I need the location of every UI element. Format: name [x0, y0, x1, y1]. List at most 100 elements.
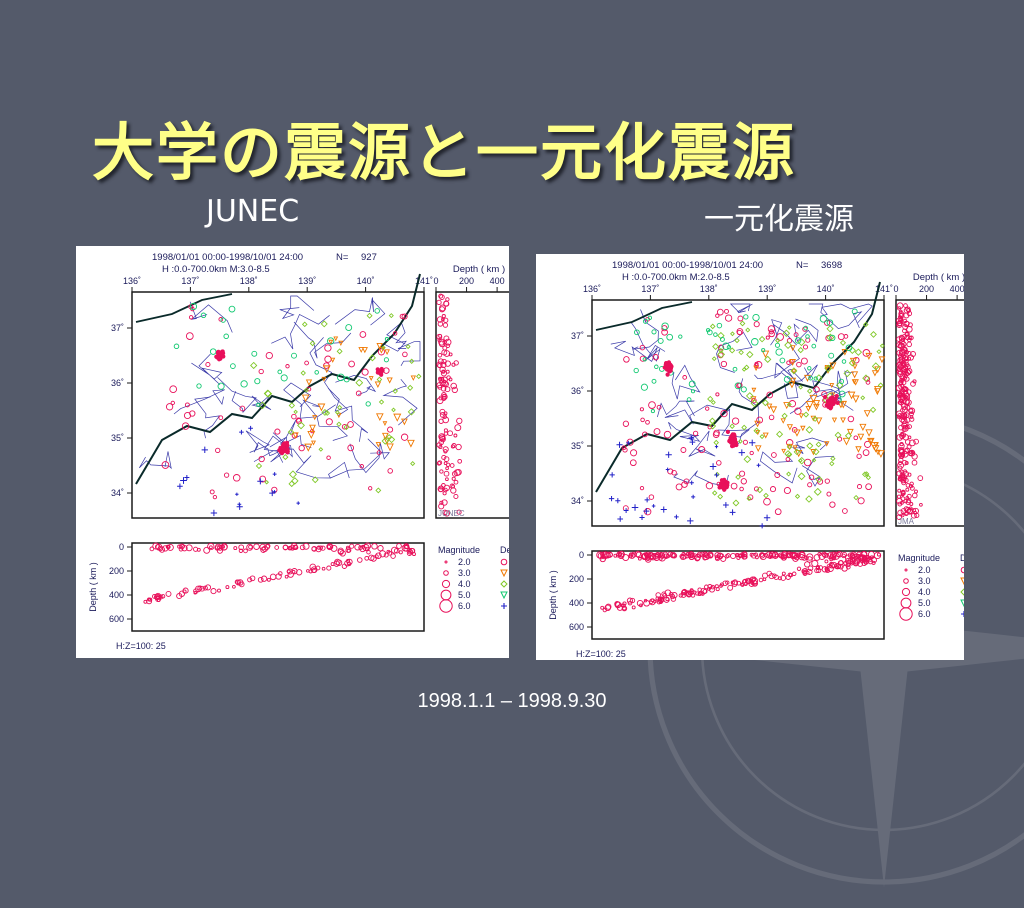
epicenter-mark — [717, 350, 726, 359]
depth-mark — [439, 500, 444, 505]
prefecture-boundary — [759, 451, 798, 484]
cross-mark — [714, 552, 721, 559]
epicenter-cluster-mark — [379, 370, 384, 375]
cross-mark — [166, 543, 174, 551]
epicenter-mark — [877, 382, 884, 389]
legend-magnitude-symbol — [900, 597, 912, 609]
depth-mark — [457, 458, 463, 464]
depth-mark — [443, 470, 450, 477]
cross-mark — [767, 554, 773, 559]
epicenter-cluster-mark — [285, 447, 290, 452]
cross-mark — [358, 545, 363, 550]
depth-mark — [437, 358, 444, 365]
depth-mark — [900, 496, 906, 502]
epicenter-mark — [705, 406, 710, 411]
depth-mark — [436, 361, 443, 368]
epicenter-mark — [791, 369, 797, 375]
epicenter-mark — [766, 391, 774, 399]
depth-mark — [437, 352, 443, 358]
depth-mark — [900, 474, 908, 481]
epicenter-mark — [754, 445, 762, 452]
epicenter-mark — [713, 429, 720, 437]
epicenter-mark — [405, 344, 411, 350]
cross-mark — [671, 592, 678, 599]
cross-mark — [260, 575, 268, 582]
epicenter-mark — [872, 445, 880, 453]
depth-mark — [898, 442, 905, 450]
epicenter-mark — [361, 347, 368, 354]
epicenter-mark — [853, 435, 859, 441]
epicenter-mark — [251, 350, 258, 357]
epicenter-mark — [392, 388, 399, 394]
depth-cross-section: 0 200 400 600 Depth ( km ) — [88, 542, 425, 632]
cross-mark — [700, 587, 707, 595]
prefecture-boundary — [729, 303, 753, 314]
epicenter-map: 136˚ 137˚ 138˚ 139˚ 140˚ 141˚ 37˚ 36˚ 35˚ 34˚ — [111, 273, 433, 519]
depth-mark — [445, 477, 449, 482]
cross-mark — [247, 577, 253, 583]
epicenter-mark — [746, 350, 754, 359]
epicenter-mark — [640, 383, 648, 391]
legend-magnitude-value: 4.0 — [458, 579, 471, 589]
cross-mark — [149, 546, 155, 552]
epicenter-mark — [715, 392, 720, 397]
depth-mark — [902, 328, 907, 334]
depth-latitude-panel: 0200400600JMA — [893, 284, 964, 527]
cross-mark — [289, 544, 296, 551]
cross-mark — [695, 591, 700, 596]
cross-mark — [391, 546, 398, 554]
cross-mark — [641, 553, 649, 561]
epicenter-mark — [853, 356, 860, 364]
legend-depth-symbol — [500, 569, 508, 578]
epicenter-mark — [671, 469, 677, 476]
lon-tick-label: 141˚ — [415, 276, 433, 286]
epicenter-mark — [861, 471, 868, 478]
epicenter-mark — [217, 382, 225, 390]
cross-mark — [853, 561, 858, 567]
depth-mark — [443, 449, 448, 454]
depth-mark — [919, 502, 923, 507]
legend: MagnitudeDepth (km)2.03.04.05.06.00.030.… — [898, 553, 964, 621]
prefecture-boundary — [270, 419, 297, 463]
depth-mark — [909, 481, 914, 486]
legend-magnitude-value: 3.0 — [918, 576, 931, 586]
depth-mark — [899, 378, 904, 384]
epicenter-mark — [376, 450, 382, 456]
legend-magnitude-title: Magnitude — [898, 553, 940, 563]
epicenter-mark — [407, 384, 414, 391]
epicenter-mark — [857, 433, 865, 441]
cross-depth-tick-label: 600 — [109, 614, 124, 624]
epicenter-mark — [387, 426, 394, 433]
epicenter-mark — [716, 322, 723, 329]
epicenter-mark — [239, 405, 246, 412]
epicenter-mark — [863, 410, 871, 418]
cross-section-frame — [591, 550, 885, 640]
epicenter-mark — [343, 424, 350, 431]
depth-mark — [436, 299, 442, 306]
cross-mark — [216, 547, 223, 554]
epicenter-mark — [819, 315, 828, 323]
epicenter-mark — [387, 468, 393, 474]
depth-mark — [903, 412, 910, 419]
depth-mark — [909, 416, 915, 422]
cross-axis-label: Depth ( km ) — [548, 570, 558, 620]
cross-mark — [383, 552, 389, 558]
depth-mark — [911, 459, 918, 466]
cross-mark — [232, 584, 236, 589]
cross-mark — [622, 554, 630, 562]
epicenter-mark — [368, 486, 373, 491]
epicenter-mark — [824, 478, 830, 484]
epicenter-mark — [743, 455, 752, 464]
prefecture-boundary — [173, 389, 225, 415]
epicenter-mark — [732, 366, 738, 372]
depth-mark — [900, 337, 906, 342]
depth-mark — [898, 460, 903, 466]
epicenter-mark — [209, 489, 215, 495]
epicenter-mark — [184, 474, 190, 481]
depth-mark — [441, 454, 447, 461]
depth-mark — [914, 489, 918, 494]
epicenter-cluster-mark — [727, 439, 732, 444]
legend-depth-title: Depth (km) — [960, 553, 964, 563]
epicenter-mark — [874, 385, 882, 394]
epicenter-mark — [783, 376, 791, 383]
